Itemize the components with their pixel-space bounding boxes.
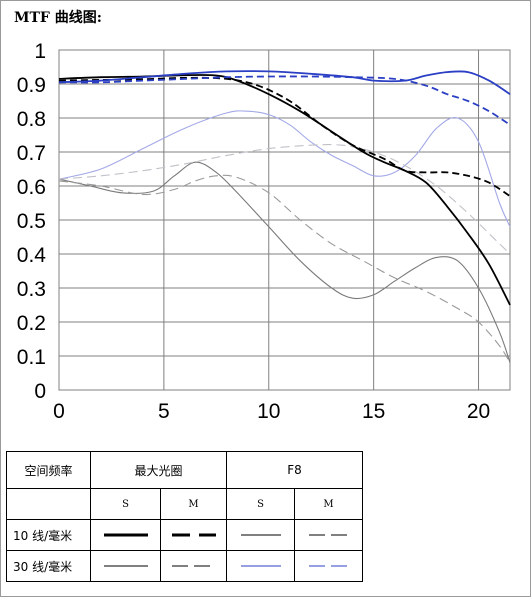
y-tick-label: 0.8: [17, 108, 46, 131]
series-line-2: [58, 70, 511, 95]
series-line-6: [58, 110, 511, 228]
chart-title: MTF 曲线图:: [14, 10, 102, 26]
legend-swatch-30-max-m: [159, 550, 228, 582]
header-max-aperture: 最大光圈: [89, 451, 228, 489]
chart-ticks: 0 5 10 15 20 1 0.9 0.8 0.7 0.6 0.5 0.4 0.3 0.2 0.1 0: [17, 40, 490, 423]
legend-table: 空间频率 最大光圈 F8 S M S M 10 线/毫米 30 线/毫米: [6, 451, 364, 582]
empty-cell: [6, 488, 91, 520]
y-tick-label: 1: [34, 40, 46, 63]
legend-swatch-30-f8-m: [294, 550, 364, 582]
sub-header-m: M: [294, 488, 364, 520]
legend-swatch-30-f8-s: [226, 550, 296, 582]
y-tick-label: 0.9: [17, 74, 46, 97]
y-tick-label: 0: [34, 380, 46, 403]
y-tick-label: 0.3: [17, 278, 46, 301]
chart-series: [58, 70, 511, 364]
sub-header-s: S: [90, 488, 161, 520]
sub-header-m: M: [159, 488, 228, 520]
row-label-30lpmm: 30 线/毫米: [6, 550, 91, 582]
header-f8: F8: [226, 451, 364, 489]
legend-swatch-10-max-s: [90, 519, 161, 551]
y-tick-label: 0.7: [17, 142, 46, 165]
series-line-1: [58, 76, 511, 197]
legend-swatch-10-max-m: [159, 519, 228, 551]
series-line-7: [58, 144, 511, 255]
y-tick-label: 0.4: [17, 244, 47, 267]
x-tick-label: 5: [158, 400, 170, 423]
row-label-10lpmm: 10 线/毫米: [6, 519, 91, 551]
y-tick-label: 0.2: [17, 312, 46, 335]
chart-grid: [58, 49, 511, 391]
series-line-3: [58, 75, 511, 126]
y-tick-label: 0.1: [17, 346, 46, 369]
legend-swatch-10-f8-m: [294, 519, 364, 551]
x-tick-label: 20: [467, 400, 490, 423]
legend-swatch-10-f8-s: [226, 519, 296, 551]
sub-header-s: S: [226, 488, 296, 520]
x-tick-label: 10: [257, 400, 280, 423]
series-line-5: [58, 174, 511, 364]
x-tick-label: 0: [53, 400, 65, 423]
series-line-4: [58, 161, 511, 363]
x-tick-label: 15: [362, 400, 385, 423]
header-spatial-frequency: 空间频率: [6, 451, 91, 489]
y-tick-label: 0.5: [17, 210, 46, 233]
legend-swatch-30-max-s: [90, 550, 161, 582]
mtf-chart: 0 5 10 15 20 1 0.9 0.8 0.7 0.6 0.5 0.4 0.3 0.2 0.1 0: [17, 40, 511, 423]
y-tick-label: 0.6: [17, 176, 46, 199]
